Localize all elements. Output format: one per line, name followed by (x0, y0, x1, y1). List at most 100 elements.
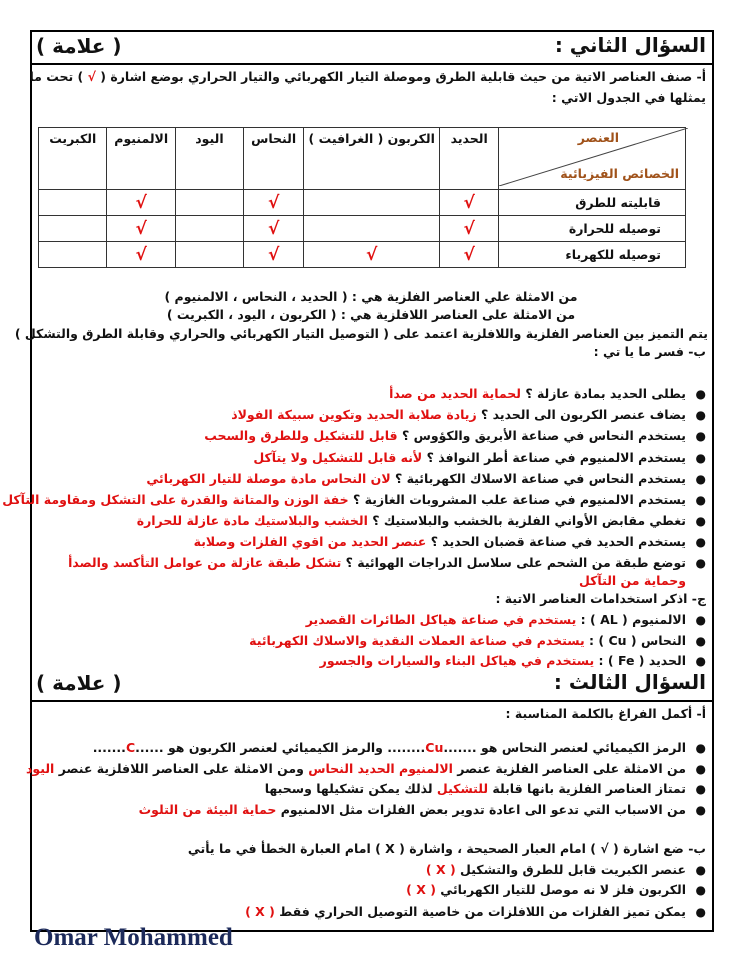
answer-text: ( X ) (425, 862, 456, 877)
bullet-icon: ● (695, 634, 706, 648)
question-text: يضاف عنصر الكربون الى الحديد ؟ (476, 407, 686, 422)
nonmetals-examples: من الامثلة على العناصر اللافلزية هي : ( … (166, 307, 576, 322)
distinguish-statement: يتم التميز بين العناصر الفلزية واللافلزي… (14, 326, 708, 341)
list-item: ● يضاف عنصر الكربون الى الحديد ؟ زيادة صل… (231, 406, 706, 424)
worksheet-border (30, 30, 714, 932)
check-mark-icon: √ (366, 244, 378, 265)
table-cell: √ (106, 189, 177, 216)
table-header-row: العنصر الخصائص الفيزيائية الحديد الكربون… (37, 127, 689, 190)
bullet-icon: ● (695, 613, 706, 627)
bullet-icon: ● (695, 741, 706, 755)
question-text: ........ والرمز الكيميائي لعنصر الكربون … (135, 740, 426, 755)
check-mark-icon: √ (135, 192, 147, 213)
answer-text: ( X ) (245, 904, 275, 919)
answer-text: لان النحاس مادة موصلة للتيار الكهربائي (146, 471, 391, 486)
table-cell (175, 215, 244, 242)
answer-text: تشكل طبقة عازلة من عوامل التأكسد والصدأ … (68, 555, 686, 588)
table-cell: √ (242, 241, 305, 268)
q2-title: السؤال الثاني : (554, 33, 706, 57)
q3-title: السؤال الثالث : (553, 670, 706, 694)
check-mark-icon: √ (463, 192, 475, 213)
list-item: ● الالمنيوم ( AL ) : يستخدم في صناعة هياك… (306, 611, 706, 629)
table-cell: √ (106, 241, 177, 268)
bullet-icon: ● (695, 535, 706, 549)
q2-part-a-instruction-2: يمثلها في الجدول الاتي : (551, 90, 706, 105)
diagonal-divider (499, 128, 689, 186)
answer-text: لحماية الحديد من صدأ (389, 386, 521, 401)
answer-text: اليود (26, 761, 55, 776)
table-cell (37, 189, 108, 216)
divider (32, 700, 712, 702)
q2-part-a-instruction: أ- صنف العناصر الاتية من حيث قابلية الطر… (29, 68, 706, 86)
bullet-icon: ● (695, 429, 706, 443)
question-text: توضع طبقة من الشحم على سلاسل الدراجات ال… (341, 555, 686, 570)
table-cell: √ (242, 215, 305, 242)
answer-text: ( X ) (406, 882, 436, 897)
list-item: ● النحاس ( Cu ) : يستخدم في صناعة العملات… (249, 632, 706, 650)
question-text: يستخدم الالمنيوم في صناعة علب المشروبات … (348, 492, 686, 507)
table-cell: √ (303, 241, 441, 268)
question-text: تمتاز العناصر الفلزية بانها قابلة (488, 781, 686, 796)
q3-part-b-title: ب- ضع اشارة ( √ ) امام العبار الصحيحة ، … (187, 841, 706, 856)
column-header: اليود (175, 127, 244, 190)
bullet-icon: ● (695, 863, 706, 877)
answer-text: زيادة صلابة الحديد وتكوين سبيكة الفولاذ (231, 407, 477, 422)
bullet-icon: ● (695, 451, 706, 465)
list-item: ● يستخدم النحاس في صناعة الاسلاك الكهربائ… (146, 470, 706, 488)
question-text: يستخدم النحاس في صناعة الأبريق والكؤوس ؟ (397, 428, 686, 443)
answer-text: Cu (425, 740, 444, 755)
table-cell (175, 189, 244, 216)
list-item: ● من الامثلة على العناصر الفلزية عنصر الا… (26, 760, 706, 778)
table-cell (175, 241, 244, 268)
question-text: يستخدم النحاس في صناعة الاسلاك الكهربائي… (390, 471, 686, 486)
table-cell: √ (106, 215, 177, 242)
column-header: النحاس (242, 127, 305, 190)
answer-text: C (125, 740, 136, 755)
question-text: من الامثلة على العناصر الفلزية عنصر (452, 761, 686, 776)
list-item: ● الكربون فلز لا نه موصل للتيار الكهربائي… (406, 881, 706, 899)
bullet-icon: ● (695, 387, 706, 401)
properties-table: العنصر الخصائص الفيزيائية الحديد الكربون… (37, 127, 689, 268)
check-mark-icon: √ (267, 218, 280, 239)
bullet-icon: ● (695, 472, 706, 486)
check-mark-icon: √ (463, 218, 475, 239)
check-mark-icon: √ (267, 244, 280, 265)
question-text: ومن الامثلة على العناصر اللافلزية عنصر (54, 761, 309, 776)
check-mark-icon: √ (135, 244, 147, 265)
answer-text: الالمنيوم الحديد النحاس (308, 761, 453, 776)
list-item: ● تمتاز العناصر الفلزية بانها قابلة للتشك… (265, 780, 706, 798)
bullet-icon: ● (695, 803, 706, 817)
list-item: ● الرمز الكيميائي لعنصر النحاس هو .......… (93, 739, 706, 757)
table-cell: √ (439, 189, 500, 216)
list-item: ● يطلى الحديد بمادة عازلة ؟ لحماية الحديد… (389, 385, 706, 403)
author-signature: Omar Mohammed (34, 924, 233, 951)
answer-text: يستخدم في هياكل البناء والسيارات والجسور (319, 653, 595, 668)
bullet-icon: ● (695, 514, 706, 528)
table-row: توصيله للكهرباء √ √ √ √ (37, 241, 686, 268)
answer-text: للتشكيل (436, 781, 489, 796)
q2-part-b-title: ب- فسر ما يا تي : (593, 344, 706, 359)
corner-top-label: العنصر (577, 130, 619, 145)
row-label: قابليته للطرق (498, 189, 686, 216)
list-item: ● يستخدم النحاس في صناعة الأبريق والكؤوس … (204, 427, 706, 445)
check-mark-icon: √ (267, 192, 280, 213)
q2-part-c-title: ج- اذكر استخدامات العناصر الاتية : (495, 591, 706, 606)
table-row: قابليته للطرق √ √ √ (37, 189, 686, 216)
table-cell: √ (242, 189, 305, 216)
bullet-icon: ● (695, 408, 706, 422)
answer-text: خفة الوزن والمتانة والقدرة على التشكل وم… (2, 492, 349, 507)
answer-text: حماية البيئة من التلوث (138, 802, 277, 817)
instruction-text: ) تحت ما (29, 69, 84, 84)
list-item: ● يستخدم الالمنيوم في صناعة أطر النوافذ ؟… (253, 449, 706, 467)
question-text: يمكن تميز الفلزات من اللافلزات من خاصية … (274, 904, 686, 919)
answer-text: قابل للتشكيل وللطرق والسحب (204, 428, 398, 443)
q3-mark: ( علامة ) (36, 671, 122, 695)
question-text: من الاسباب التي تدعو الى اعادة تدوير بعض… (276, 802, 686, 817)
question-text: النحاس ( Cu ) : (584, 633, 686, 648)
table-cell: √ (439, 215, 500, 242)
answer-text: عنصر الحديد من اقوي الفلزات وصلابة (193, 534, 427, 549)
bullet-icon: ● (695, 905, 706, 919)
question-text: عنصر الكبريت قابل للطرق والتشكيل (455, 862, 686, 877)
question-text: الرمز الكيميائي لعنصر النحاس هو ....... (443, 740, 686, 755)
table-cell (303, 215, 441, 242)
